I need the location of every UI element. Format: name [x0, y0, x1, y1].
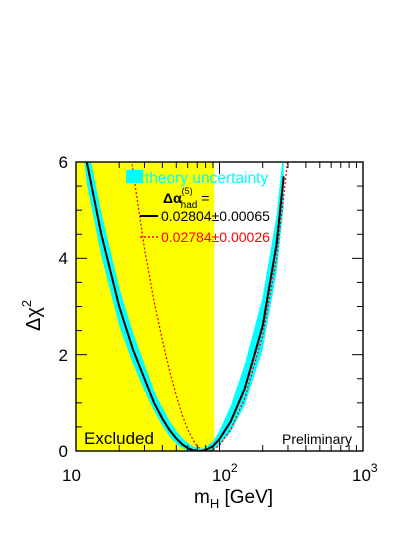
legend-alt-entry: 0.02784±0.00026 [161, 229, 270, 245]
y-tick-label: 4 [59, 249, 68, 268]
x-tick-label: 10 [62, 466, 81, 485]
x-axis-label: mH [GeV] [194, 487, 273, 511]
series-line-main [85, 162, 285, 451]
x-tick-label: 102 [212, 461, 238, 485]
legend-band-swatch [126, 170, 143, 183]
theory-uncertainty-band [84, 162, 284, 451]
y-tick-label: 6 [59, 153, 68, 172]
excluded-label: Excluded [84, 429, 154, 448]
legend-header: Δα(5) had = [163, 186, 209, 211]
y-tick-label: 2 [59, 346, 68, 365]
legend: theory uncertainty Δα(5) had = 0.02804±0.… [126, 170, 270, 245]
legend-main-entry: 0.02804±0.00065 [161, 208, 270, 224]
y-axis-label: Δχ2 [19, 300, 45, 331]
x-tick-label: 103 [352, 461, 378, 485]
series-line-alt [131, 162, 289, 451]
y-tick-label: 0 [59, 442, 68, 461]
legend-theory-label: theory uncertainty [145, 170, 268, 187]
preliminary-label: Preliminary [282, 431, 352, 447]
